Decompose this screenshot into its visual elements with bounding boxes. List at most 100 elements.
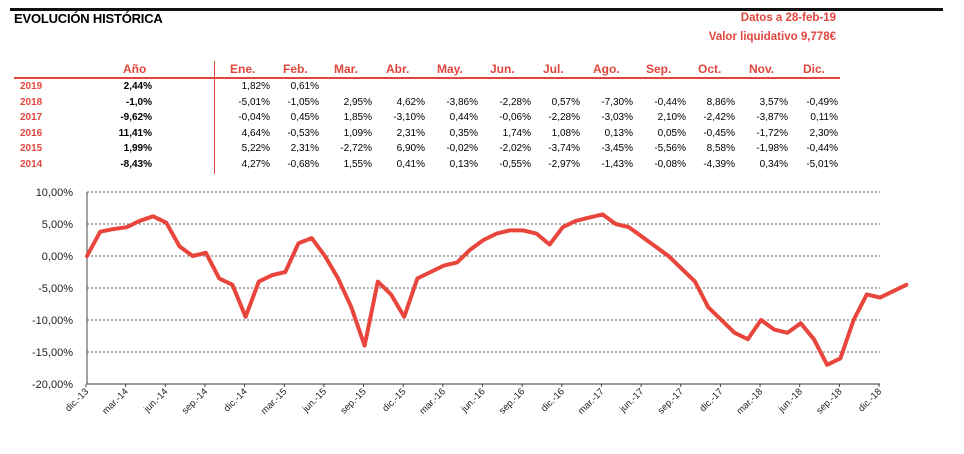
monthly-return-cell: -1,72%: [756, 127, 788, 139]
monthly-return-cell: -1,43%: [601, 159, 633, 170]
series-point: [349, 305, 353, 309]
monthly-return-cell: -0,44%: [806, 143, 838, 155]
monthly-return-cell: -5,56%: [654, 143, 686, 155]
month-header: Nov.: [749, 62, 775, 76]
series-point: [653, 244, 657, 248]
series-point: [296, 241, 301, 245]
series-point: [865, 292, 869, 296]
series-point: [257, 280, 261, 284]
series-point: [217, 276, 221, 280]
series-point: [521, 228, 525, 232]
y-tick-label: 0,00%: [42, 251, 73, 263]
x-tick-label: dic.-17: [698, 386, 726, 414]
monthly-return-cell: 0,11%: [810, 112, 838, 124]
x-tick-label: mar.-16: [417, 386, 448, 417]
monthly-return-cell: 2,31%: [396, 127, 425, 139]
series-point: [812, 337, 816, 341]
row-year: 2014: [20, 159, 43, 170]
performance-line-chart: 10,00% 5,00% 0,00% -5,00% -10,00% -15,00% -20,…: [32, 187, 909, 417]
month-header: Jul.: [543, 62, 564, 76]
row-annual-return: -9,62%: [120, 112, 152, 124]
table-row: 2018 -1,0% -5,01% -1,05% 2,95% 4,62% -3,86% -2,…: [0, 96, 964, 111]
series-point: [640, 235, 644, 239]
monthly-return-cell: -3,03%: [601, 112, 633, 124]
monthly-return-cell: 2,95%: [343, 96, 372, 108]
monthly-return-cell: 2,30%: [809, 127, 838, 139]
data-date: Datos a 28-feb-19: [740, 12, 836, 24]
x-tick-label: dic.-18: [856, 386, 884, 414]
series-point: [614, 222, 618, 226]
x-tick-label: sep.-15: [338, 386, 368, 416]
series-point: [376, 280, 380, 284]
series-point: [825, 363, 829, 367]
monthly-return-cell: -2,28%: [499, 96, 531, 108]
month-header: Ene.: [230, 62, 256, 76]
row-year: 2019: [20, 81, 43, 92]
x-tick-label: dic.-14: [222, 386, 250, 414]
month-header: Ago.: [593, 62, 620, 76]
series-point: [389, 292, 393, 296]
x-tick-label: dic.-15: [380, 386, 408, 414]
y-tick-label: -20,00%: [32, 379, 73, 391]
monthly-return-cell: -7,30%: [601, 96, 633, 108]
monthly-return-cell: 0,45%: [290, 112, 319, 124]
monthly-return-cell: 8,86%: [706, 96, 735, 108]
monthly-return-cell: 5,22%: [241, 143, 270, 155]
x-tick-label: jun.-17: [617, 386, 646, 415]
x-tick-label: mar.-17: [576, 386, 607, 417]
series-point: [270, 273, 274, 277]
row-year: 2016: [20, 127, 43, 139]
month-header: Abr.: [386, 62, 410, 76]
monthly-return-cell: 0,61%: [290, 81, 319, 92]
series-point: [904, 283, 909, 287]
x-tick-label: sep.-14: [180, 386, 210, 416]
month-header: Oct.: [698, 62, 722, 76]
month-header: Jun.: [490, 62, 515, 76]
series-point: [85, 254, 89, 258]
monthly-return-cell: -3,86%: [446, 96, 478, 108]
series-point: [429, 270, 433, 274]
y-tick-label: 5,00%: [42, 219, 73, 231]
series-point: [204, 251, 208, 255]
x-tick-label: mar.-15: [259, 386, 290, 417]
table-row: 2019 2,44% 1,82% 0,61%: [0, 80, 964, 95]
row-annual-return: 1,99%: [123, 143, 152, 155]
monthly-return-cell: 6,90%: [396, 143, 425, 155]
monthly-return-cell: -0,49%: [806, 96, 838, 108]
series-point: [693, 280, 697, 284]
series-point: [680, 267, 684, 271]
month-header: Feb.: [283, 62, 308, 76]
monthly-return-cell: 0,57%: [551, 96, 580, 108]
nav-value: Valor liquidativo 9,778€: [708, 31, 836, 43]
series-point: [878, 296, 882, 300]
x-tick-label: jun.-18: [776, 386, 805, 415]
series-point: [455, 260, 459, 264]
series-point: [310, 236, 314, 240]
series-point: [534, 232, 538, 236]
month-header: Dic.: [803, 62, 826, 76]
series-point: [838, 356, 842, 360]
series-point: [851, 318, 856, 322]
series-point: [587, 216, 591, 220]
monthly-return-cell: -3,74%: [548, 143, 580, 155]
monthly-return-cell: 2,10%: [657, 112, 686, 124]
monthly-return-cell: -0,53%: [287, 127, 319, 139]
monthly-return-cell: -2,97%: [548, 159, 580, 170]
series-point: [442, 264, 446, 268]
series-point: [508, 228, 512, 232]
series-point: [666, 254, 671, 258]
monthly-return-cell: -0,68%: [287, 159, 319, 170]
series-point: [151, 214, 155, 218]
monthly-return-cell: -2,02%: [499, 143, 531, 155]
series-point: [746, 337, 750, 341]
series-point: [323, 254, 327, 258]
series-point: [627, 225, 631, 229]
series-point: [785, 331, 790, 335]
table-row: 2017 -9,62% -0,04% 0,45% 1,85% -3,10% 0,44% -0,…: [0, 111, 964, 126]
series-point: [98, 230, 102, 234]
monthly-return-cell: -3,10%: [393, 112, 425, 124]
monthly-return-cell: 4,27%: [241, 159, 270, 170]
monthly-return-cell: -3,45%: [601, 143, 633, 155]
series-point: [799, 321, 803, 325]
series-point: [772, 328, 776, 332]
